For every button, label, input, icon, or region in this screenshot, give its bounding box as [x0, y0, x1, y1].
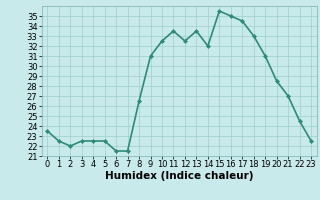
X-axis label: Humidex (Indice chaleur): Humidex (Indice chaleur): [105, 171, 253, 181]
